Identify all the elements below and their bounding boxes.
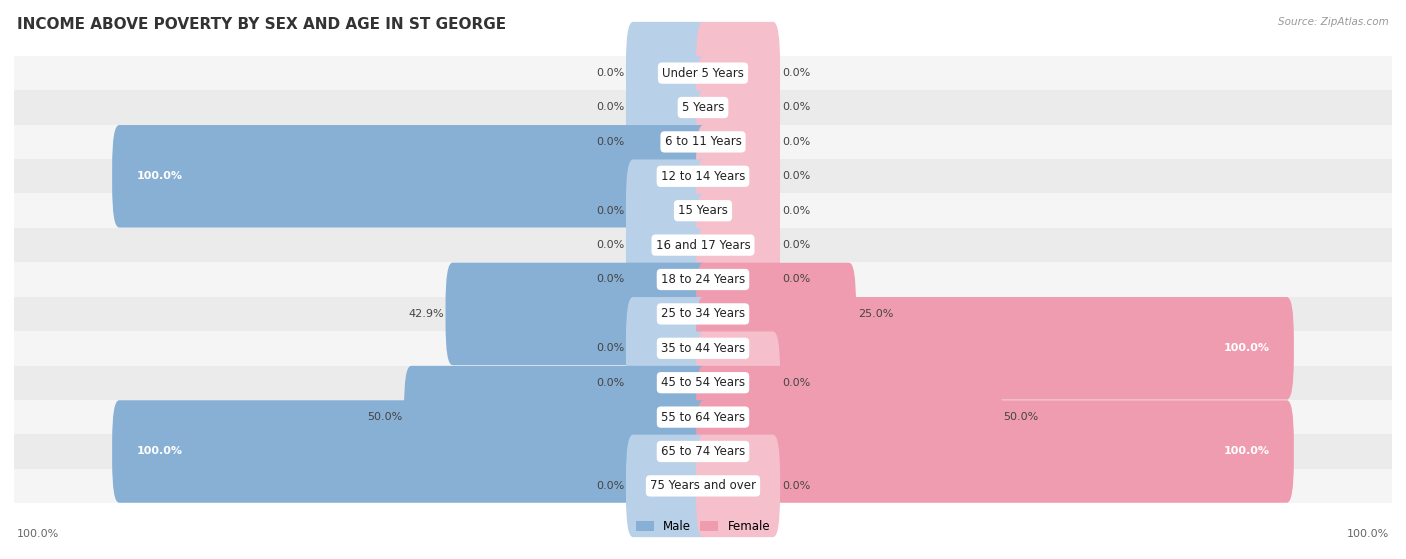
FancyBboxPatch shape — [696, 159, 780, 262]
Text: 55 to 64 Years: 55 to 64 Years — [661, 411, 745, 424]
Bar — [14, 434, 1392, 468]
Text: Under 5 Years: Under 5 Years — [662, 67, 744, 79]
Text: 0.0%: 0.0% — [596, 481, 624, 491]
Text: 0.0%: 0.0% — [596, 274, 624, 285]
Legend: Male, Female: Male, Female — [631, 515, 775, 537]
Text: 15 Years: 15 Years — [678, 204, 728, 217]
FancyBboxPatch shape — [112, 125, 710, 228]
Text: 65 to 74 Years: 65 to 74 Years — [661, 445, 745, 458]
Text: 100.0%: 100.0% — [17, 529, 59, 539]
FancyBboxPatch shape — [626, 159, 710, 262]
Bar — [14, 366, 1392, 400]
Text: 100.0%: 100.0% — [136, 171, 183, 181]
Text: 0.0%: 0.0% — [782, 102, 810, 112]
Text: 0.0%: 0.0% — [596, 102, 624, 112]
Text: 5 Years: 5 Years — [682, 101, 724, 114]
Text: 0.0%: 0.0% — [596, 378, 624, 388]
FancyBboxPatch shape — [696, 400, 1294, 503]
FancyBboxPatch shape — [446, 263, 710, 365]
FancyBboxPatch shape — [696, 331, 780, 434]
Text: 45 to 54 Years: 45 to 54 Years — [661, 376, 745, 389]
FancyBboxPatch shape — [696, 56, 780, 159]
FancyBboxPatch shape — [404, 366, 710, 468]
FancyBboxPatch shape — [626, 22, 710, 124]
Text: 0.0%: 0.0% — [782, 206, 810, 216]
FancyBboxPatch shape — [696, 297, 1294, 400]
Text: 0.0%: 0.0% — [782, 171, 810, 181]
Text: 42.9%: 42.9% — [408, 309, 444, 319]
FancyBboxPatch shape — [696, 22, 780, 124]
Text: 0.0%: 0.0% — [782, 137, 810, 147]
Text: 50.0%: 50.0% — [367, 412, 402, 422]
Text: 0.0%: 0.0% — [782, 274, 810, 285]
Bar — [14, 262, 1392, 297]
FancyBboxPatch shape — [626, 228, 710, 331]
FancyBboxPatch shape — [626, 194, 710, 296]
Text: 100.0%: 100.0% — [1223, 343, 1270, 353]
FancyBboxPatch shape — [696, 435, 780, 537]
Text: 12 to 14 Years: 12 to 14 Years — [661, 170, 745, 183]
FancyBboxPatch shape — [626, 435, 710, 537]
Text: 0.0%: 0.0% — [782, 68, 810, 78]
Text: 0.0%: 0.0% — [596, 343, 624, 353]
Text: 100.0%: 100.0% — [1347, 529, 1389, 539]
Text: 100.0%: 100.0% — [1223, 447, 1270, 457]
Text: 0.0%: 0.0% — [782, 240, 810, 250]
Text: 35 to 44 Years: 35 to 44 Years — [661, 342, 745, 355]
Text: 6 to 11 Years: 6 to 11 Years — [665, 135, 741, 148]
Text: Source: ZipAtlas.com: Source: ZipAtlas.com — [1278, 17, 1389, 27]
Text: 16 and 17 Years: 16 and 17 Years — [655, 239, 751, 252]
Text: INCOME ABOVE POVERTY BY SEX AND AGE IN ST GEORGE: INCOME ABOVE POVERTY BY SEX AND AGE IN S… — [17, 17, 506, 32]
Bar — [14, 56, 1392, 91]
Text: 100.0%: 100.0% — [136, 447, 183, 457]
Text: 25.0%: 25.0% — [858, 309, 893, 319]
Bar — [14, 468, 1392, 503]
Bar — [14, 91, 1392, 125]
Text: 50.0%: 50.0% — [1004, 412, 1039, 422]
Bar — [14, 125, 1392, 159]
Text: 75 Years and over: 75 Years and over — [650, 480, 756, 492]
Text: 0.0%: 0.0% — [596, 68, 624, 78]
Text: 0.0%: 0.0% — [782, 378, 810, 388]
Text: 25 to 34 Years: 25 to 34 Years — [661, 307, 745, 320]
FancyBboxPatch shape — [626, 331, 710, 434]
Text: 0.0%: 0.0% — [596, 206, 624, 216]
FancyBboxPatch shape — [696, 263, 856, 365]
Bar — [14, 193, 1392, 228]
FancyBboxPatch shape — [112, 400, 710, 503]
FancyBboxPatch shape — [696, 91, 780, 193]
FancyBboxPatch shape — [696, 125, 780, 228]
Text: 18 to 24 Years: 18 to 24 Years — [661, 273, 745, 286]
Bar — [14, 159, 1392, 193]
FancyBboxPatch shape — [626, 297, 710, 400]
FancyBboxPatch shape — [696, 228, 780, 331]
Bar — [14, 297, 1392, 331]
Bar — [14, 400, 1392, 434]
Bar — [14, 331, 1392, 366]
FancyBboxPatch shape — [626, 91, 710, 193]
Text: 0.0%: 0.0% — [596, 240, 624, 250]
Bar — [14, 228, 1392, 262]
FancyBboxPatch shape — [696, 194, 780, 296]
FancyBboxPatch shape — [696, 366, 1002, 468]
FancyBboxPatch shape — [626, 56, 710, 159]
Text: 0.0%: 0.0% — [782, 481, 810, 491]
Text: 0.0%: 0.0% — [596, 137, 624, 147]
